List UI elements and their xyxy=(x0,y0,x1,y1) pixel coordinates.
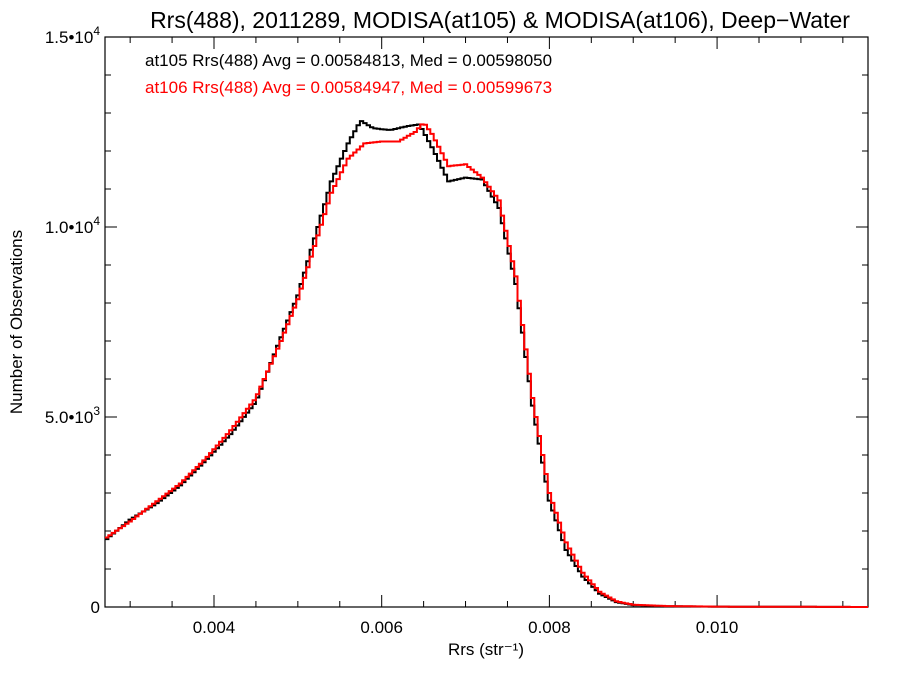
y-tick-label: 5.0•103 xyxy=(45,404,101,427)
axis-ticks: 0.004 0.006 0.008 0.01005.0•1031.0•1041.5•1… xyxy=(45,24,868,637)
y-axis-label: Number of Observations xyxy=(7,230,26,414)
x-tick-label: 0.006 xyxy=(360,618,403,637)
y-tick-mantissa: 0 xyxy=(91,598,100,617)
x-tick-label: 0.004 xyxy=(193,618,236,637)
y-tick-exponent: 3 xyxy=(93,404,100,418)
y-tick-mantissa: 5.0•10 xyxy=(45,408,94,427)
y-tick-mantissa: 1.5•10 xyxy=(45,28,94,47)
x-axis-label: Rrs (str⁻¹) xyxy=(448,640,524,659)
y-tick-exponent: 4 xyxy=(93,214,100,228)
legend-entry-at106: at106 Rrs(488) Avg = 0.00584947, Med = 0… xyxy=(145,78,552,97)
y-tick-mantissa: 1.0•10 xyxy=(45,218,94,237)
y-tick-label: 0 xyxy=(91,598,100,617)
x-tick-label: 0.010 xyxy=(696,618,739,637)
chart-title: Rrs(488), 2011289, MODISA(at105) & MODIS… xyxy=(150,7,850,33)
y-tick-label: 1.5•104 xyxy=(45,24,101,47)
data-series xyxy=(105,120,868,608)
plot-frame xyxy=(104,36,869,608)
y-tick-label: 1.0•104 xyxy=(45,214,101,237)
y-tick-exponent: 4 xyxy=(93,24,100,38)
series-0-line xyxy=(105,120,868,608)
legend-entry-at105: at105 Rrs(488) Avg = 0.00584813, Med = 0… xyxy=(145,51,552,70)
series-1-line xyxy=(105,123,868,608)
x-tick-label: 0.008 xyxy=(528,618,571,637)
